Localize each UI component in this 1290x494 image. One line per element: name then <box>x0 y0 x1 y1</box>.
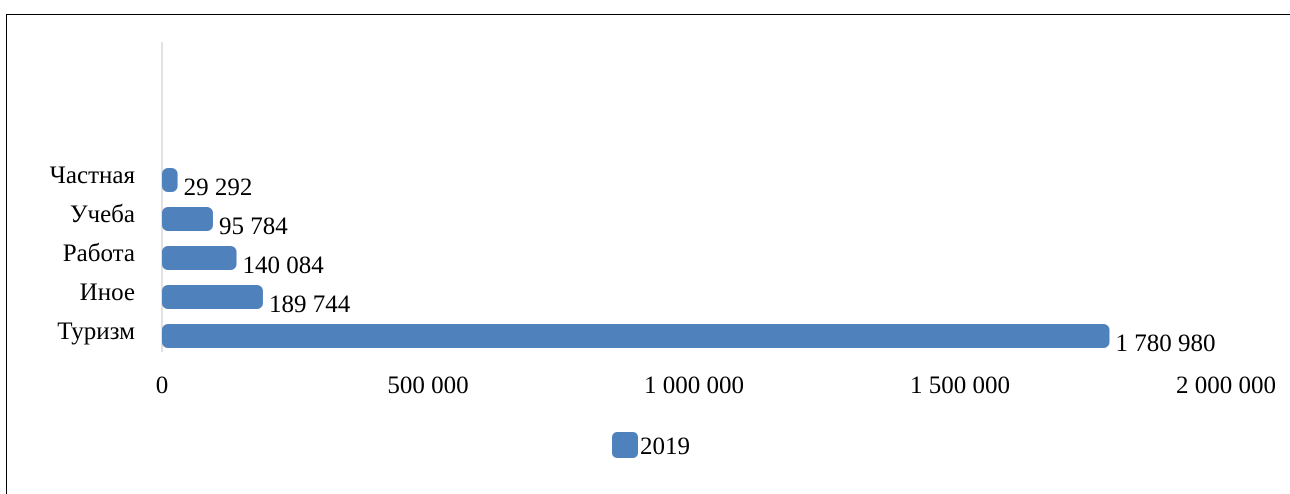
bars-group <box>162 168 1110 348</box>
x-tick-label: 0 <box>156 372 169 399</box>
x-tick-labels: 0 500 000 1 000 000 1 500 000 2 000 000 <box>156 372 1276 399</box>
data-label: 29 292 <box>184 174 253 201</box>
bar-0 <box>162 324 1110 348</box>
category-labels: Туризм Иное Работа Учеба Частная <box>50 162 136 345</box>
data-label: 95 784 <box>219 213 288 240</box>
horizontal-bar-chart: Туризм Иное Работа Учеба Частная 1 780 980 18… <box>50 42 1276 460</box>
x-tick-label: 500 000 <box>387 372 468 399</box>
x-tick-label: 1 000 000 <box>644 372 744 399</box>
data-labels: 1 780 980 189 744 140 084 95 784 29 292 <box>184 174 1216 357</box>
legend: 2019 <box>612 432 690 460</box>
category-label: Туризм <box>57 318 135 345</box>
bar-2 <box>162 246 237 270</box>
bar-4 <box>162 168 178 192</box>
category-label: Иное <box>80 279 135 306</box>
x-tick-label: 2 000 000 <box>1176 372 1276 399</box>
bar-1 <box>162 285 263 309</box>
category-label: Работа <box>63 240 135 267</box>
data-label: 1 780 980 <box>1115 330 1215 357</box>
x-tick-label: 1 500 000 <box>910 372 1010 399</box>
data-label: 140 084 <box>243 252 325 279</box>
category-label: Учеба <box>70 201 135 228</box>
data-label: 189 744 <box>269 291 351 318</box>
legend-swatch <box>612 432 638 458</box>
bar-3 <box>162 207 213 231</box>
legend-entry-2019: 2019 <box>640 433 690 460</box>
category-label: Частная <box>50 162 136 189</box>
